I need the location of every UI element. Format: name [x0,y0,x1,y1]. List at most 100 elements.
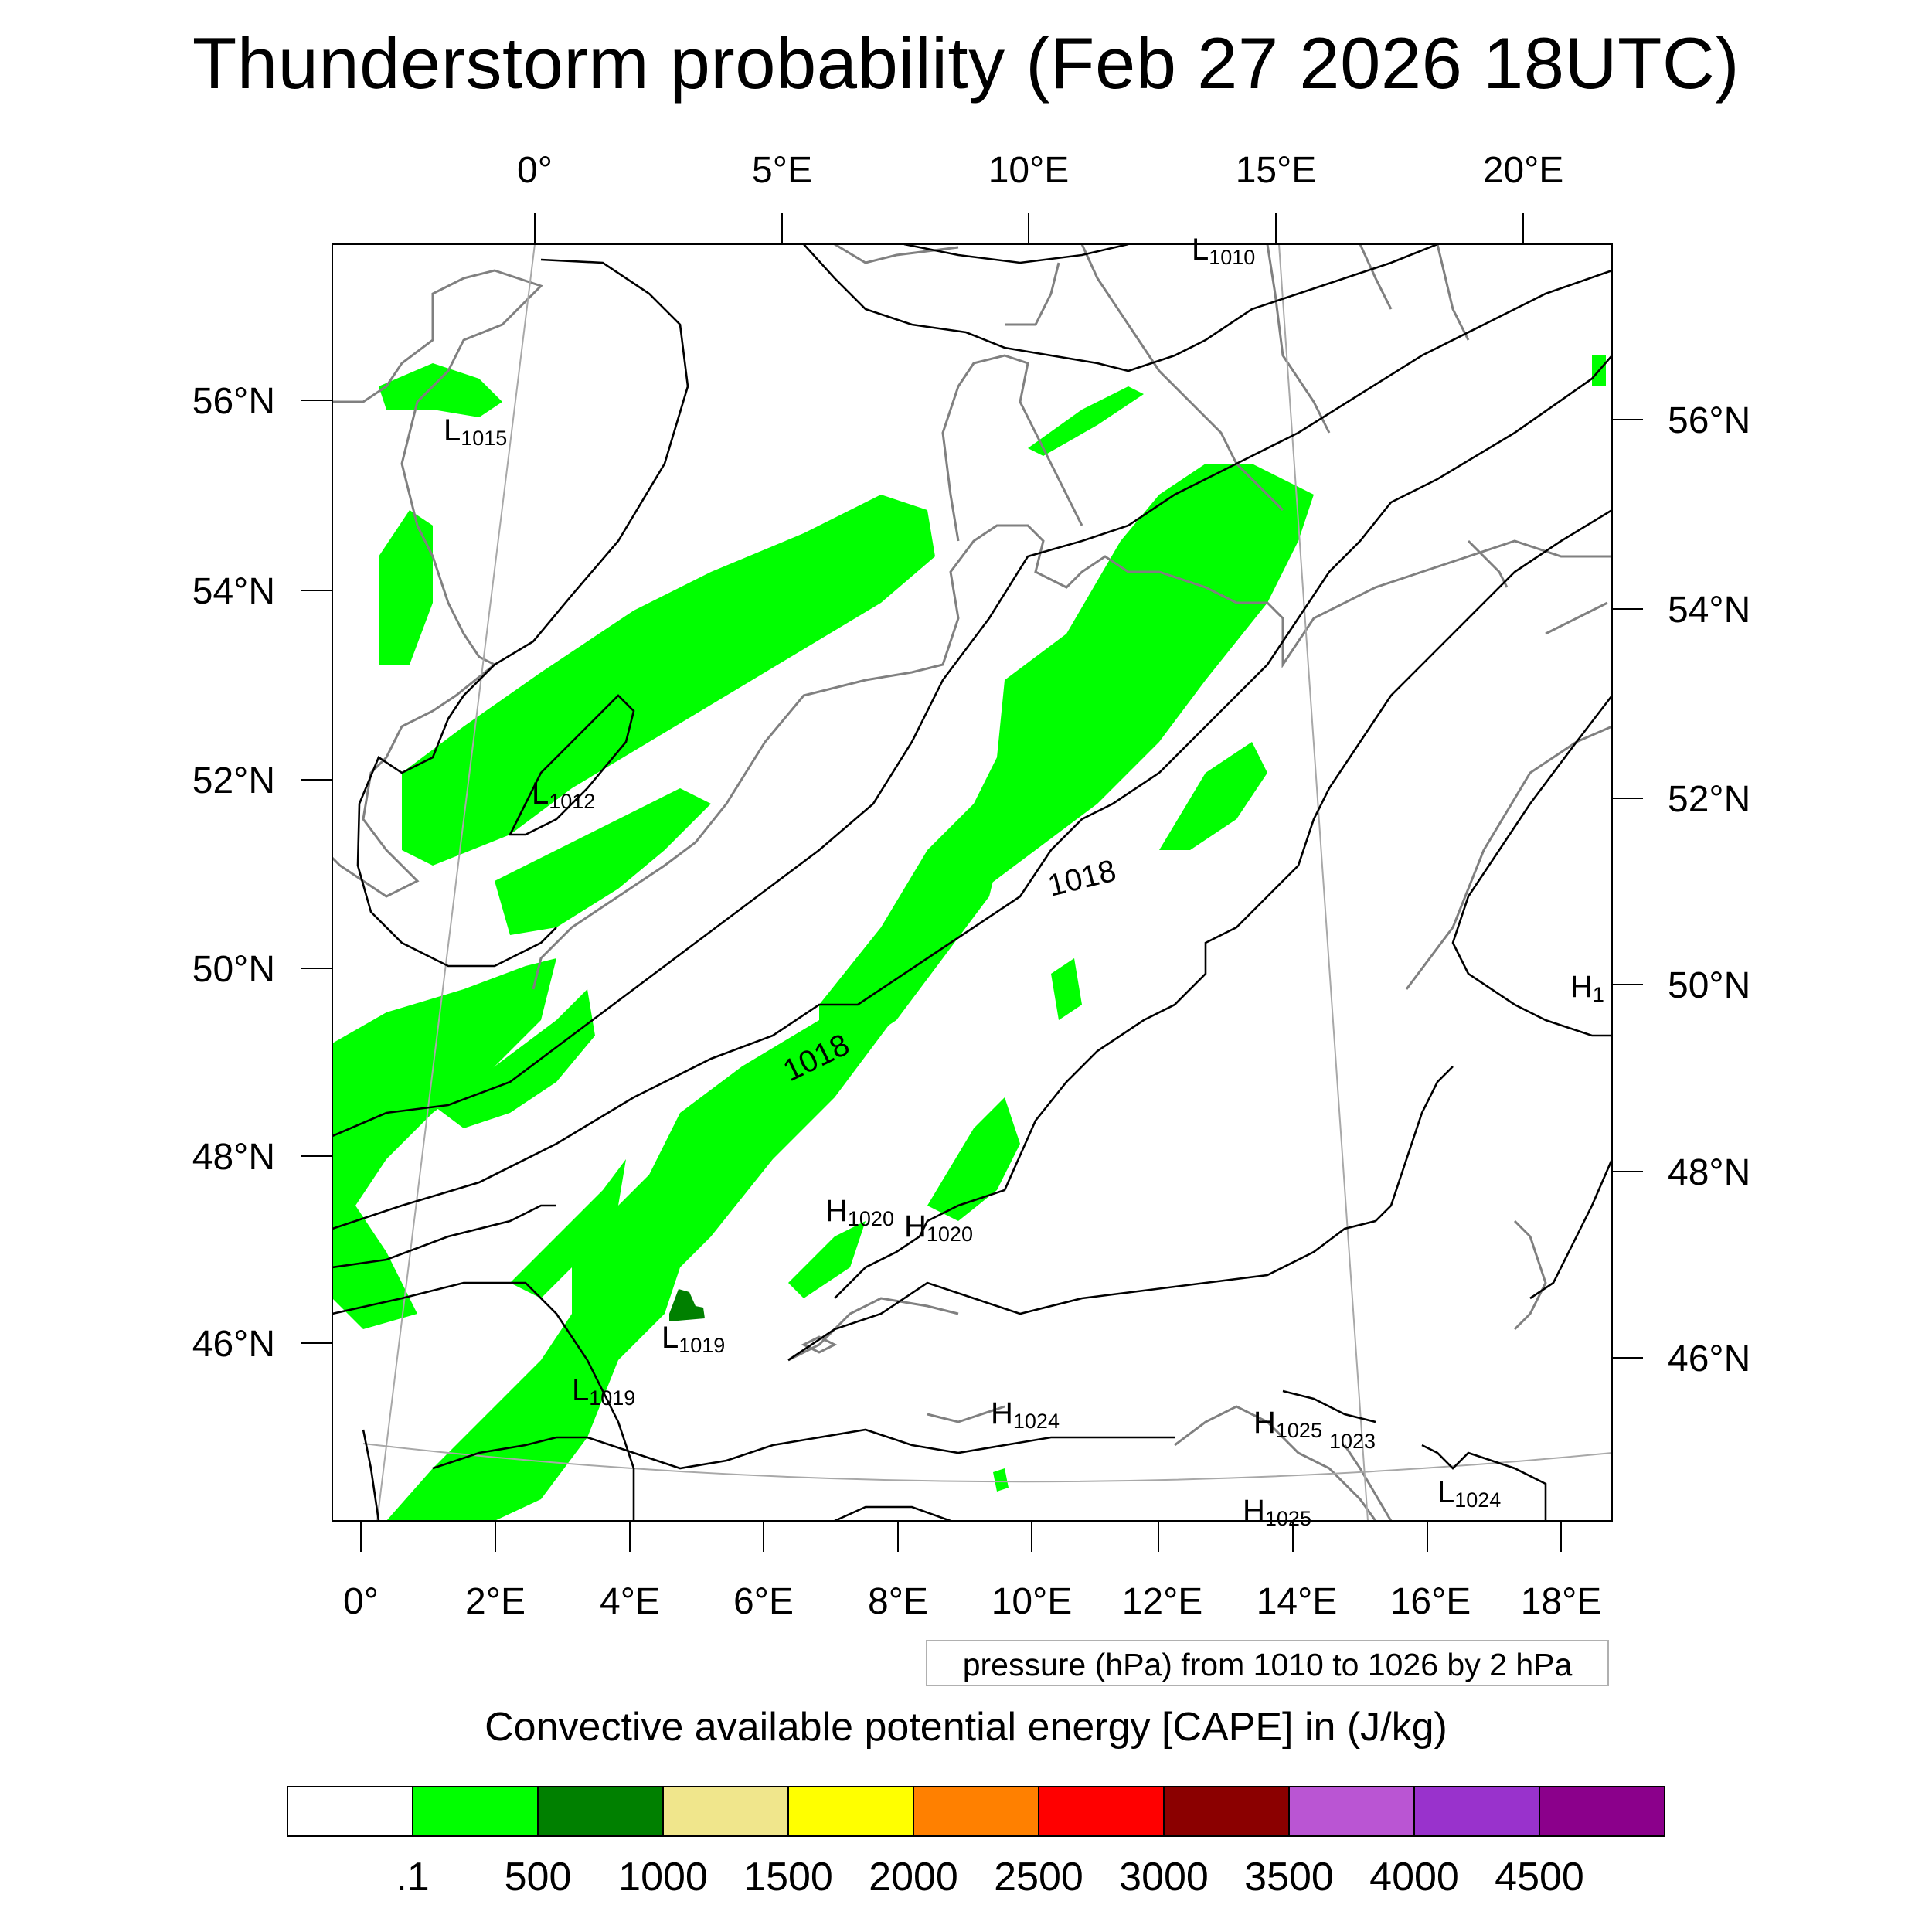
coastline-britain [332,269,543,898]
lon-label-bottom-16e: 16°E [1390,1581,1471,1622]
lon-label-top-0: 0° [517,150,553,191]
border-east [1405,725,1612,1331]
cape-area-alpine [927,1097,1020,1221]
colorbar-swatch [1539,1786,1665,1837]
cape-area-cz [1051,958,1082,1020]
coastline-continent [532,524,1612,990]
isobar-south-med [432,1428,1547,1521]
isobar-southeast [787,1066,1454,1423]
lon-label-bottom-6e: 6°E [733,1581,794,1622]
isobars [332,244,1612,1521]
coastline-adriatic [1174,1405,1393,1521]
lat-label-left-54n: 54°N [192,571,275,612]
graticule [362,243,1613,1522]
lon-label-top-20e: 20°E [1483,150,1564,191]
colorbar-swatch [913,1786,1039,1837]
lat-label-right-54n: 54°N [1668,590,1750,631]
lon-label-top-10e: 10°E [988,150,1070,191]
colorbar-swatch [1163,1786,1290,1837]
colorbar-level-label: 3500 [1244,1855,1334,1900]
cape-area-500-1000 [669,1289,705,1321]
coastlines [332,244,1612,1521]
cape-area-uk [379,363,502,417]
pressure-center-label: H1025 [1243,1494,1311,1530]
lat-label-left-50n: 50°N [192,949,275,990]
lat-label-right-48n: 48°N [1668,1152,1750,1193]
isobar-label-1018: 1018 [1045,854,1120,903]
border-baltic-east [1467,539,1608,635]
pressure-center-label: L1019 [572,1373,635,1410]
colorbar-level-label: .1 [396,1855,429,1900]
pressure-center-label: H1024 [991,1396,1060,1433]
colorbar-swatch [662,1786,789,1837]
lon-label-top-15e: 15°E [1236,150,1317,191]
cape-shading [332,355,1606,1521]
colorbar-swatch [787,1786,914,1837]
lat-label-left-48n: 48°N [192,1137,275,1178]
colorbar [287,1786,1665,1837]
axis-ticks [301,213,1643,1552]
colorbar-level-label: 4000 [1369,1855,1459,1900]
map-title: Thunderstorm probability (Feb 27 2026 18… [192,22,1740,104]
colorbar-swatch [412,1786,539,1837]
graticule-meridian-0 [376,243,536,1522]
pressure-center-label: L1012 [532,777,595,813]
lat-label-right-46n: 46°N [1668,1338,1750,1379]
pressure-center-label: L1019 [662,1321,725,1357]
axis-labels: 0° 5°E 10°E 15°E 20°E 0° 2°E 4°E 6°E 8°E… [192,150,1751,1622]
isobar-far-east [1451,695,1612,1300]
colorbar-level-label: 500 [505,1855,572,1900]
pressure-center-label: L1015 [444,413,507,450]
lon-label-bottom-0: 0° [343,1581,379,1622]
isobar-east-1020 [927,509,1612,1223]
colorbar-title: Convective available potential energy [C… [485,1705,1447,1750]
colorbar-level-label: 1000 [618,1855,708,1900]
colorbar-swatch [287,1786,413,1837]
lon-label-bottom-12e: 12°E [1122,1581,1203,1622]
cape-area-france-south [510,1159,626,1298]
colorbar-swatch [1413,1786,1540,1837]
colorbar-swatch [1038,1786,1165,1837]
cape-area-poland [1159,742,1267,850]
cape-area-burgundy [788,1221,866,1298]
lat-label-left-56n: 56°N [192,381,275,422]
lon-label-bottom-4e: 4°E [600,1581,660,1622]
cape-area-italy [993,1468,1009,1492]
lon-label-bottom-10e: 10°E [992,1581,1073,1622]
graticule-meridian-15e [1278,243,1369,1522]
lon-label-bottom-2e: 2°E [465,1581,526,1622]
lake-geneva [801,1335,838,1354]
lat-label-right-50n: 50°N [1668,965,1750,1006]
colorbar-level-label: 3000 [1119,1855,1209,1900]
isobar-top-north [803,244,1438,372]
cape-area-central [819,804,1005,1051]
map-frame [332,243,1613,1522]
coastline-scandinavia [1080,244,1470,512]
lat-label-right-52n: 52°N [1668,779,1750,820]
cape-area-baltic [1028,386,1144,456]
colorbar-level-label: 2000 [869,1855,958,1900]
colorbar-level-label: 1500 [743,1855,833,1900]
pressure-center-label: H1020 [904,1209,973,1246]
colorbar-swatch [1288,1786,1415,1837]
colorbar-level-label: 4500 [1495,1855,1584,1900]
coastline-denmark [941,354,1083,542]
pressure-center-label: H1025 [1253,1406,1322,1442]
cape-area-northsea [402,495,935,866]
contour-info-box: pressure (hPa) from 1010 to 1026 by 2 hP… [926,1640,1609,1686]
coastline-gulf [834,244,1060,326]
isobar-bay-of-biscay [332,1204,635,1521]
cape-area-main-band [386,464,1314,1521]
pressure-center-label: L1010 [1192,233,1255,269]
lon-label-bottom-14e: 14°E [1257,1581,1338,1622]
cape-area-france-mid [433,989,595,1128]
pressure-center-label: 1023 [1329,1430,1376,1453]
cape-area-uk-east [379,510,433,665]
graticule-parallel-45n [362,1443,1613,1483]
lat-label-right-56n: 56°N [1668,400,1750,441]
pressure-centers: L1010 L1015 L1012 L1019 L1019 H1020 H102… [444,233,1604,1530]
isobar-1018-north [332,269,1612,1138]
cape-area-france-west [332,958,556,1329]
